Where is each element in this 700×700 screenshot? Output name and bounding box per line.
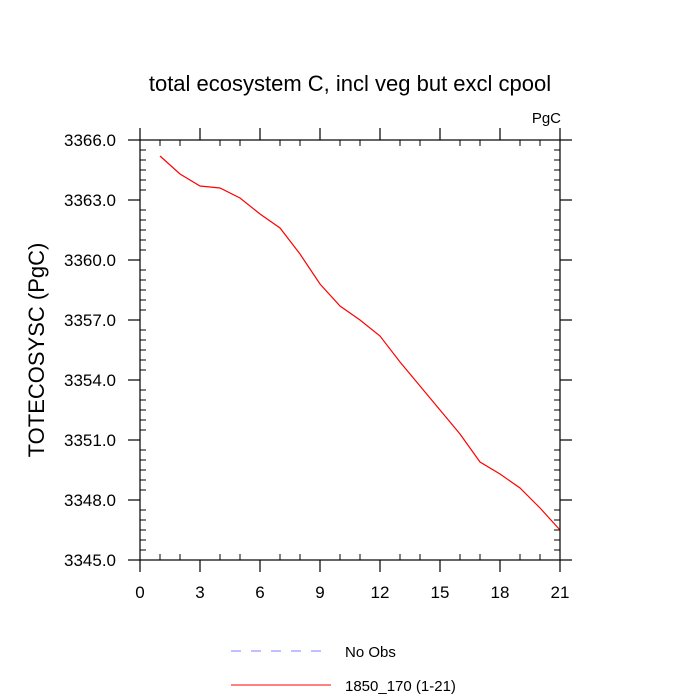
plot-frame	[139, 139, 561, 561]
x-tick-label: 9	[315, 583, 324, 602]
y-axis-label: TOTECOSYSC (PgC)	[24, 243, 49, 458]
x-tick-label: 6	[255, 583, 264, 602]
x-tick-label: 12	[371, 583, 390, 602]
minor-ticks	[140, 140, 560, 560]
y-tick-labels: 3345.0 3348.0 3351.0 3354.0 3357.0 3360.0 3363…	[64, 131, 116, 570]
x-tick-label: 0	[135, 583, 144, 602]
y-tick-label: 3366.0	[64, 131, 116, 150]
legend-label-no-obs: No Obs	[345, 644, 396, 661]
legend-label-1850-170: 1850_170 (1-21)	[345, 678, 456, 695]
units-label: PgC	[532, 110, 561, 127]
y-tick-label: 3357.0	[64, 311, 116, 330]
y-tick-label: 3351.0	[64, 431, 116, 450]
x-tick-label: 15	[431, 583, 450, 602]
y-tick-label: 3348.0	[64, 491, 116, 510]
y-tick-label: 3354.0	[64, 371, 116, 390]
series-lines	[159, 155, 561, 531]
y-tick-label: 3363.0	[64, 191, 116, 210]
y-tick-label: 3345.0	[64, 551, 116, 570]
chart-title: total ecosystem C, incl veg but excl cpo…	[149, 71, 551, 96]
x-tick-labels: 0 3 6 9 12 15 18 21	[135, 583, 569, 602]
x-tick-label: 3	[195, 583, 204, 602]
y-tick-label: 3360.0	[64, 251, 116, 270]
x-tick-label: 18	[491, 583, 510, 602]
major-ticks	[128, 128, 572, 572]
legend: No Obs 1850_170 (1-21)	[231, 644, 456, 695]
x-tick-label: 21	[551, 583, 570, 602]
series-line-1	[159, 155, 561, 531]
